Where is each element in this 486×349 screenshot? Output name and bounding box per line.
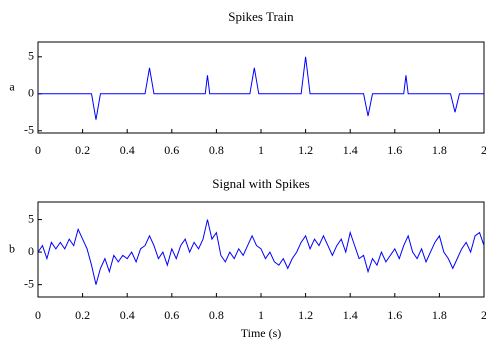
data-line: [37, 219, 485, 285]
x-tick-label: 0.8: [209, 308, 224, 322]
x-tick-label: 1.8: [432, 143, 447, 157]
x-tick-label: 0.4: [120, 143, 135, 157]
chart-title: Spikes Train: [228, 9, 294, 24]
y-axis-label: b: [9, 241, 15, 255]
x-tick-label: 0.2: [75, 143, 90, 157]
y-tick-label: 5: [28, 49, 34, 63]
x-tick-label: 1.2: [298, 143, 313, 157]
x-axis-label: Time (s): [241, 326, 282, 340]
y-axis-label: a: [9, 79, 15, 93]
x-tick-label: 1.6: [387, 308, 402, 322]
x-tick-label: 0: [35, 143, 41, 157]
x-tick-label: 0.6: [164, 143, 179, 157]
x-tick-label: 1.8: [432, 308, 447, 322]
x-tick-label: 1: [258, 308, 264, 322]
x-tick-label: 0.8: [209, 143, 224, 157]
x-tick-label: 1: [258, 143, 264, 157]
y-tick-label: 0: [28, 244, 34, 258]
x-tick-label: 2: [481, 143, 486, 157]
y-tick-label: 0: [28, 86, 34, 100]
y-tick-label: 5: [28, 211, 34, 225]
x-tick-label: 0.4: [120, 308, 135, 322]
y-tick-label: -5: [24, 276, 34, 290]
x-tick-label: 0.6: [164, 308, 179, 322]
x-tick-label: 1.4: [343, 143, 358, 157]
axes-frame: [37, 41, 485, 134]
x-tick-label: 1.6: [387, 143, 402, 157]
chart-title: Signal with Spikes: [212, 176, 310, 191]
y-tick-label: -5: [24, 123, 34, 137]
data-line: [38, 56, 484, 120]
x-tick-label: 0.2: [75, 308, 90, 322]
x-tick-label: 2: [481, 308, 486, 322]
x-tick-label: 1.4: [343, 308, 358, 322]
x-tick-label: 1.2: [298, 308, 313, 322]
x-tick-label: 0: [35, 308, 41, 322]
